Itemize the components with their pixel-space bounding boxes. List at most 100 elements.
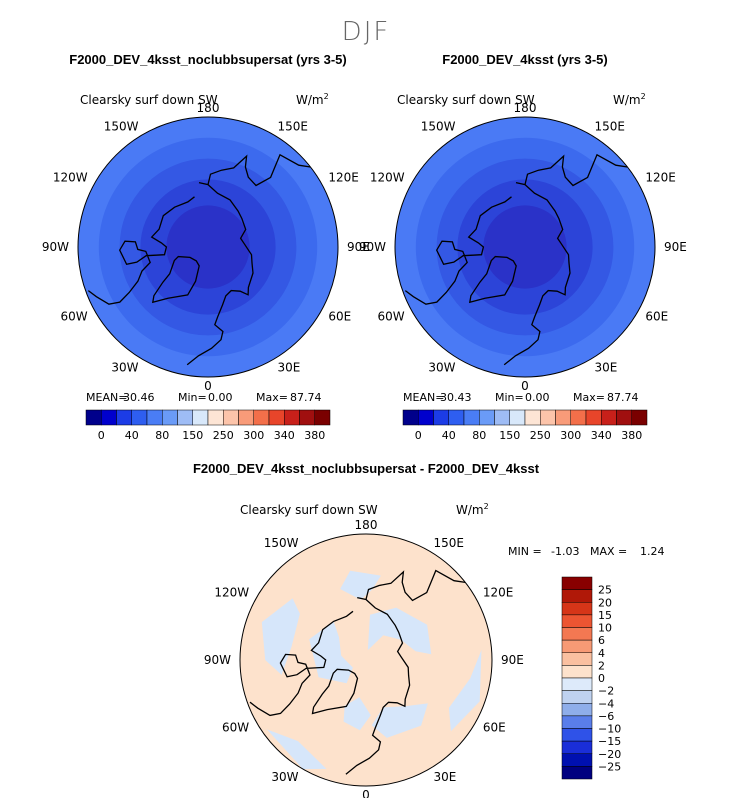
max-label: Max= [256, 391, 288, 404]
lon-label: 120E [328, 171, 359, 185]
colorbar-tick-label: 0 [598, 672, 605, 685]
panel-control-right: F2000_DEV_4ksst (yrs 3-5) Clearsky surf … [359, 52, 687, 442]
colorbar-tick-label: 150 [182, 429, 203, 442]
lon-label: 180 [197, 101, 220, 115]
coastlines [404, 153, 628, 366]
min-label: MIN = [508, 545, 542, 558]
colorbar-tick-label: −4 [598, 697, 614, 710]
colorbar-swatch [192, 409, 209, 426]
colorbar-swatch [284, 409, 300, 426]
lon-label: 90E [501, 653, 524, 667]
colorbar-swatch [561, 740, 593, 755]
colorbar-tick-label: −2 [598, 685, 614, 698]
colorbar-swatch [561, 627, 593, 641]
lon-label: 150W [264, 536, 299, 550]
mean-label: MEAN= [403, 391, 444, 404]
colorbar-swatch [299, 409, 315, 426]
colorbar-swatch [101, 409, 117, 426]
colorbar-swatch [223, 409, 239, 426]
lon-label: 180 [355, 518, 378, 532]
colorbar-swatch [561, 766, 593, 780]
lon-label: 60E [645, 310, 668, 324]
colorbar-tick-label: 0 [415, 429, 422, 442]
colorbar-swatch [616, 409, 632, 426]
colorbar-swatch [570, 409, 587, 426]
lon-label: 150W [104, 120, 139, 134]
min-value: 0.00 [208, 391, 233, 404]
lon-label: 0 [521, 379, 529, 393]
variable-label: Clearsky surf down SW [397, 93, 535, 107]
lon-label: 180 [514, 101, 537, 115]
colorbar-swatch [561, 652, 593, 666]
lon-label: 30E [595, 360, 618, 374]
units-label: W/m2 [456, 502, 489, 517]
stats-line: MEAN= 30.46 Min= 0.00 Max= 87.74 [86, 391, 322, 404]
panel-title: F2000_DEV_4ksst (yrs 3-5) [442, 52, 608, 67]
colorbar-swatch [509, 409, 526, 426]
colorbar-tick-label: 380 [621, 429, 642, 442]
colorbar-swatch [561, 589, 593, 603]
colorbar-swatch [433, 409, 449, 426]
colorbar-swatch [418, 409, 434, 426]
colorbar-swatch [561, 690, 593, 704]
lon-label: 150E [434, 536, 465, 550]
colorbar-tick-label: 300 [243, 429, 264, 442]
lon-label: 150E [278, 120, 309, 134]
colorbar-swatch [238, 409, 254, 426]
colorbar-tick-label: 40 [125, 429, 139, 442]
lon-label: 120E [483, 586, 514, 600]
colorbar-tick-label: 2 [598, 659, 605, 672]
lon-label: 60W [222, 721, 249, 735]
lon-label: 90E [347, 240, 370, 254]
panel-control-left: F2000_DEV_4ksst_noclubbsupersat (yrs 3-5… [42, 52, 370, 442]
mean-value: 30.43 [440, 391, 472, 404]
colorbar-swatch [177, 409, 193, 426]
panel-difference: F2000_DEV_4ksst_noclubbsupersat - F2000_… [193, 461, 665, 802]
units-label: W/m2 [296, 92, 329, 107]
min-label: Min= [495, 391, 524, 404]
colorbar-tick-label: −20 [598, 748, 621, 761]
field-positive [240, 534, 492, 786]
panel-title: F2000_DEV_4ksst_noclubbsupersat (yrs 3-5… [69, 52, 346, 67]
field-negative [343, 697, 371, 731]
colorbar-swatch [561, 677, 593, 691]
colorbar-swatch [448, 409, 465, 426]
map-boundary [239, 533, 493, 787]
lon-label: 60E [328, 310, 351, 324]
colorbar-tick-label: −25 [598, 760, 621, 773]
lon-label: 150W [421, 120, 456, 134]
colorbar-swatch [85, 409, 102, 426]
colorbar-tick-label: 300 [560, 429, 581, 442]
colorbar-swatch [561, 665, 593, 679]
colorbar-swatch [561, 728, 593, 742]
lon-label: 60W [377, 310, 404, 324]
max-value: 87.74 [607, 391, 639, 404]
colorbar-tick-label: 0 [98, 429, 105, 442]
stats-line: MEAN= 30.43 Min= 0.00 Max= 87.74 [403, 391, 639, 404]
longitude-labels: 180 150E 120E 90E 60E 30E 0 30W 60W 90W 120W 150W [42, 101, 370, 393]
colorbar-swatch [131, 409, 148, 426]
colorbar-swatch [402, 409, 419, 426]
max-label: MAX = [590, 545, 627, 558]
lon-label: 30W [428, 360, 455, 374]
lon-label: 90W [359, 240, 386, 254]
colorbar-swatch [146, 409, 163, 426]
mean-value: 30.46 [123, 391, 155, 404]
field-band [166, 205, 250, 289]
coastlines [249, 569, 466, 775]
panel-title: F2000_DEV_4ksst_noclubbsupersat - F2000_… [193, 461, 540, 476]
colorbar-swatch [524, 409, 541, 426]
colorbar-tick-label: 250 [213, 429, 234, 442]
map-field [240, 534, 492, 786]
colorbar-swatch [463, 409, 480, 426]
colorbar: 0 40 80 150 250 300 340 380 [402, 409, 648, 442]
colorbar-swatch [479, 409, 495, 426]
lon-label: 90E [664, 240, 687, 254]
colorbar-tick-label: 6 [598, 634, 605, 647]
lon-label: 30E [434, 770, 457, 784]
max-value: 87.74 [290, 391, 322, 404]
colorbar-tick-label: −10 [598, 723, 621, 736]
lon-label: 120W [214, 586, 249, 600]
colorbar-swatch [561, 715, 593, 729]
